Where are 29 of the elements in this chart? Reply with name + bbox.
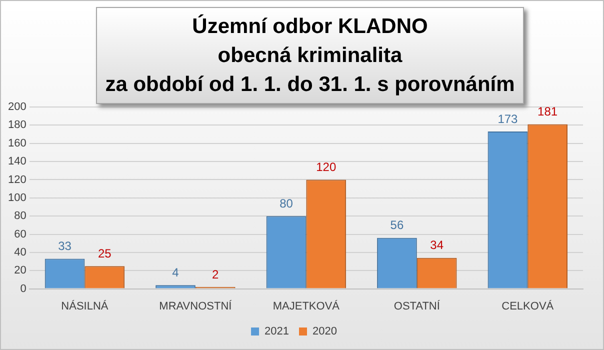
legend-label: 2020 bbox=[312, 326, 337, 338]
x-tick-label: OSTATNÍ bbox=[394, 299, 441, 312]
y-tick-label: 0 bbox=[20, 282, 26, 295]
y-tick-label: 180 bbox=[8, 119, 26, 132]
x-tick-label: MAJETKOVÁ bbox=[272, 299, 340, 312]
y-tick-label: 80 bbox=[14, 210, 26, 222]
data-label: 2 bbox=[212, 267, 220, 282]
x-tick-label: NÁSILNÁ bbox=[61, 299, 109, 312]
data-label: 181 bbox=[538, 104, 558, 119]
y-tick-label: 140 bbox=[8, 156, 26, 168]
y-tick-label: 100 bbox=[8, 192, 26, 204]
data-label: 33 bbox=[58, 239, 72, 254]
x-tick-label: CELKOVÁ bbox=[502, 299, 554, 312]
y-tick-label: 120 bbox=[8, 174, 26, 186]
y-tick-label: 160 bbox=[8, 137, 26, 150]
legend-label: 2021 bbox=[264, 326, 290, 338]
data-label: 4 bbox=[172, 265, 180, 280]
data-label: 80 bbox=[280, 196, 294, 210]
x-tick-label: MRAVNOSTNÍ bbox=[159, 299, 233, 312]
data-label: 173 bbox=[498, 112, 518, 126]
data-label: 120 bbox=[316, 160, 336, 174]
data-label: 25 bbox=[98, 246, 112, 260]
y-tick-label: 20 bbox=[14, 264, 26, 277]
y-tick-label: 200 bbox=[8, 101, 26, 114]
data-label: 34 bbox=[430, 238, 444, 252]
data-label: 56 bbox=[390, 218, 404, 232]
y-tick-label: 60 bbox=[14, 228, 26, 240]
y-tick-label: 40 bbox=[14, 246, 26, 258]
chart-title: Územní odbor KLADNO obecná kriminalita za období od 1. 1. do 31. 1. s porovnáním bbox=[96, 7, 524, 104]
